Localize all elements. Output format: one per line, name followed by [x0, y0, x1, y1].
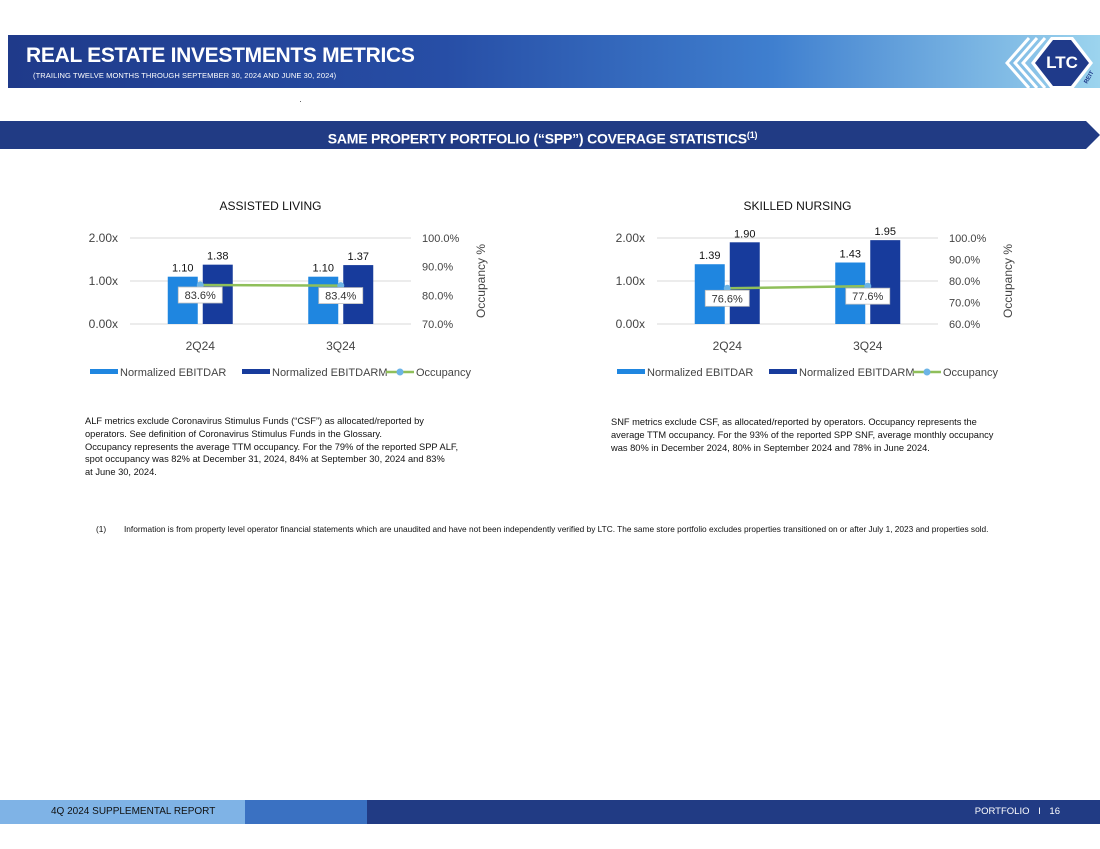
y-left-tick-label: 0.00x [89, 317, 118, 331]
y-left-tick-label: 2.00x [89, 231, 118, 245]
y-right-tick-label: 80.0% [949, 276, 980, 288]
legend-label: Normalized EBITDARM [799, 367, 915, 379]
legend-label: Normalized EBITDAR [120, 367, 226, 379]
occupancy-line [200, 283, 341, 287]
legend-swatch [769, 369, 797, 374]
bar-data-label: 1.39 [699, 250, 720, 262]
alf-note-line: spot occupancy was 82% at December 31, 2… [85, 454, 445, 465]
x-category-label: 3Q24 [326, 339, 356, 353]
occupancy-line [727, 284, 868, 290]
bar-ebitdarm [729, 242, 760, 324]
bar-data-label: 1.90 [734, 228, 755, 240]
y-right-axis-label: Occupancy % [474, 244, 488, 318]
footnote-text: Information is from property level opera… [124, 524, 989, 534]
footer-page-number: 16 [1049, 806, 1060, 817]
chart-title: ASSISTED LIVING [219, 199, 321, 213]
y-left-tick-label: 0.00x [616, 317, 645, 331]
x-category-label: 2Q24 [186, 339, 216, 353]
legend-swatch-marker [923, 368, 931, 376]
decorative-dot [300, 101, 301, 102]
legend-swatch [242, 369, 270, 374]
alf-note: ALF metrics exclude Coronavirus Stimulus… [85, 415, 515, 479]
occupancy-data-label: 83.4% [325, 291, 356, 303]
page-title: REAL ESTATE INVESTMENTS METRICS [26, 44, 415, 67]
footer-accent-light [0, 800, 245, 824]
chart-title: SKILLED NURSING [743, 199, 851, 213]
legend-label: Normalized EBITDARM [272, 367, 388, 379]
y-right-tick-label: 70.0% [949, 298, 980, 310]
footnote: (1) Information is from property level o… [96, 523, 1056, 536]
legend-label: Occupancy [416, 367, 472, 379]
y-left-tick-label: 1.00x [89, 274, 118, 288]
footer-page-info: PORTFOLIO I 16 [969, 806, 1060, 817]
snf-note: SNF metrics exclude CSF, as allocated/re… [611, 416, 1061, 454]
alf-note-line: Occupancy represents the average TTM occ… [85, 441, 459, 452]
y-right-tick-label: 90.0% [949, 255, 980, 267]
legend-label: Normalized EBITDAR [647, 367, 753, 379]
occupancy-data-label: 76.6% [712, 293, 743, 305]
section-title-footnote-ref: (1) [746, 130, 758, 140]
occupancy-label-box [318, 287, 364, 304]
footer-separator: I [1038, 806, 1041, 817]
y-left-tick-label: 2.00x [616, 231, 645, 245]
bar-ebitdarm [870, 240, 901, 324]
legend-swatch-marker [396, 368, 404, 376]
y-right-tick-label: 60.0% [949, 319, 980, 331]
y-left-tick-label: 1.00x [616, 274, 645, 288]
x-category-label: 3Q24 [853, 339, 883, 353]
footer-section: PORTFOLIO [974, 806, 1030, 817]
occupancy-label-box [704, 289, 750, 307]
bar-data-label: 1.10 [172, 263, 193, 275]
bar-data-label: 1.95 [875, 226, 896, 238]
x-category-label: 2Q24 [713, 339, 743, 353]
alf-note-line: at June 30, 2024. [85, 467, 157, 478]
alf-note-line: ALF metrics exclude Coronavirus Stimulus… [85, 416, 424, 426]
legend-label: Occupancy [943, 367, 999, 379]
occupancy-label-box [845, 287, 891, 305]
footer-accent-mid [245, 800, 367, 824]
alf-note-line: operators. See definition of Coronavirus… [85, 428, 382, 439]
page-subtitle: (TRAILING TWELVE MONTHS THROUGH SEPTEMBE… [33, 71, 337, 80]
bar-data-label: 1.43 [840, 249, 861, 261]
section-title-text: SAME PROPERTY PORTFOLIO (“SPP”) COVERAGE… [327, 130, 747, 147]
y-right-tick-label: 90.0% [422, 262, 453, 274]
ltc-reit-logo: LTC REIT [1005, 37, 1095, 89]
bar-data-label: 1.10 [313, 263, 334, 275]
y-right-axis-label: Occupancy % [1001, 244, 1015, 318]
assisted-living-chart: ASSISTED LIVING 0.00x 1.00x 2.00x 70.0% 80.0%… [89, 199, 488, 379]
y-right-tick-label: 100.0% [949, 233, 987, 245]
legend-swatch [90, 369, 118, 374]
occupancy-data-label: 77.6% [852, 291, 883, 303]
section-title: SAME PROPERTY PORTFOLIO (“SPP”) COVERAGE… [0, 121, 1085, 149]
bar-data-label: 1.37 [348, 251, 369, 263]
y-right-tick-label: 70.0% [422, 319, 453, 331]
section-banner [0, 121, 1100, 149]
occupancy-data-label: 83.6% [185, 290, 216, 302]
footnote-number: (1) [96, 524, 107, 534]
logo-sub-text: REIT [1084, 70, 1095, 85]
skilled-nursing-chart: SKILLED NURSING 0.00x 1.00x 2.00x 60.0% 70.0%… [616, 199, 1015, 379]
snf-note-line: SNF metrics exclude CSF, as allocated/re… [611, 417, 977, 427]
occupancy-label-box [177, 286, 223, 304]
footer-report-name: 4Q 2024 SUPPLEMENTAL REPORT [51, 806, 216, 817]
bar-data-label: 1.38 [207, 251, 228, 263]
logo-text: LTC [1046, 53, 1078, 72]
header-band [8, 35, 1100, 88]
y-right-tick-label: 100.0% [422, 233, 460, 245]
snf-note-line: average TTM occupancy. For the 93% of th… [611, 429, 994, 440]
y-right-tick-label: 80.0% [422, 290, 453, 302]
snf-note-line: was 80% in December 2024, 80% in Septemb… [611, 442, 930, 453]
legend-swatch [617, 369, 645, 374]
